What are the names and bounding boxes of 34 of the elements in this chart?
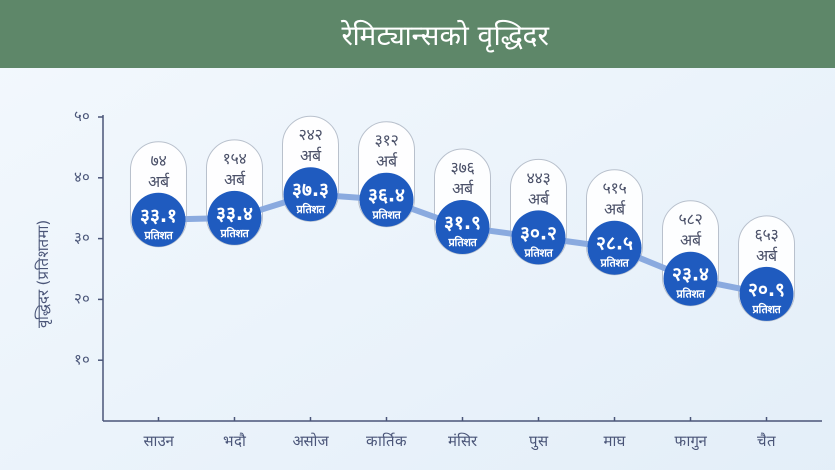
- x-tick-label: असोज: [292, 432, 330, 450]
- data-label: ३६.४ प्रतिशत: [368, 184, 406, 222]
- x-tick-label: मंसिर: [448, 432, 478, 450]
- data-label: २०.९ प्रतिशत: [748, 278, 786, 316]
- x-tick-label: माघ: [604, 432, 627, 450]
- x-tick-label: भदौ: [222, 432, 247, 450]
- data-label: ३७.३ प्रतिशत: [292, 179, 330, 216]
- data-label: २३.४ प्रतिशत: [672, 264, 710, 301]
- data-label: ३०.२ प्रतिशत: [520, 222, 558, 260]
- x-tick-label: चैत: [757, 432, 776, 450]
- x-tick-label: कार्तिक: [366, 432, 407, 450]
- annotation: ६५३ अर्ब: [754, 224, 779, 265]
- annotation: २४२ अर्ब: [298, 125, 322, 166]
- annotation: ७४ अर्ब: [148, 150, 170, 191]
- data-label: ३३.१ प्रतिशत: [140, 204, 178, 242]
- x-tick-label: पुस: [529, 432, 550, 451]
- chart-title: रेमिट्यान्सको वृद्धिदर: [340, 19, 550, 53]
- annotation: ३७६ अर्ब: [450, 158, 474, 198]
- annotation: ५८२ अर्ब: [678, 210, 703, 250]
- annotation: ५१५ अर्ब: [602, 178, 627, 219]
- y-tick-label: १०: [74, 350, 90, 368]
- y-tick-label: २०: [74, 289, 90, 308]
- data-label: ३१.९ प्रतिशत: [444, 212, 482, 250]
- y-tick-label: ५०: [74, 107, 90, 126]
- y-axis-title: वृद्धिदर (प्रतिशतमा): [34, 220, 53, 328]
- annotation: १५४ अर्ब: [222, 148, 246, 189]
- x-tick-label: फागुन: [674, 432, 708, 451]
- data-label: ३३.४ प्रतिशत: [216, 202, 254, 240]
- y-tick-label: ४०: [74, 168, 90, 186]
- annotation: ४४३ अर्ब: [526, 168, 551, 208]
- y-tick-label: ३०: [74, 228, 90, 247]
- x-tick-label: साउन: [143, 432, 174, 450]
- data-label: २८.५ प्रतिशत: [596, 232, 634, 270]
- annotation: ३१२ अर्ब: [374, 130, 398, 171]
